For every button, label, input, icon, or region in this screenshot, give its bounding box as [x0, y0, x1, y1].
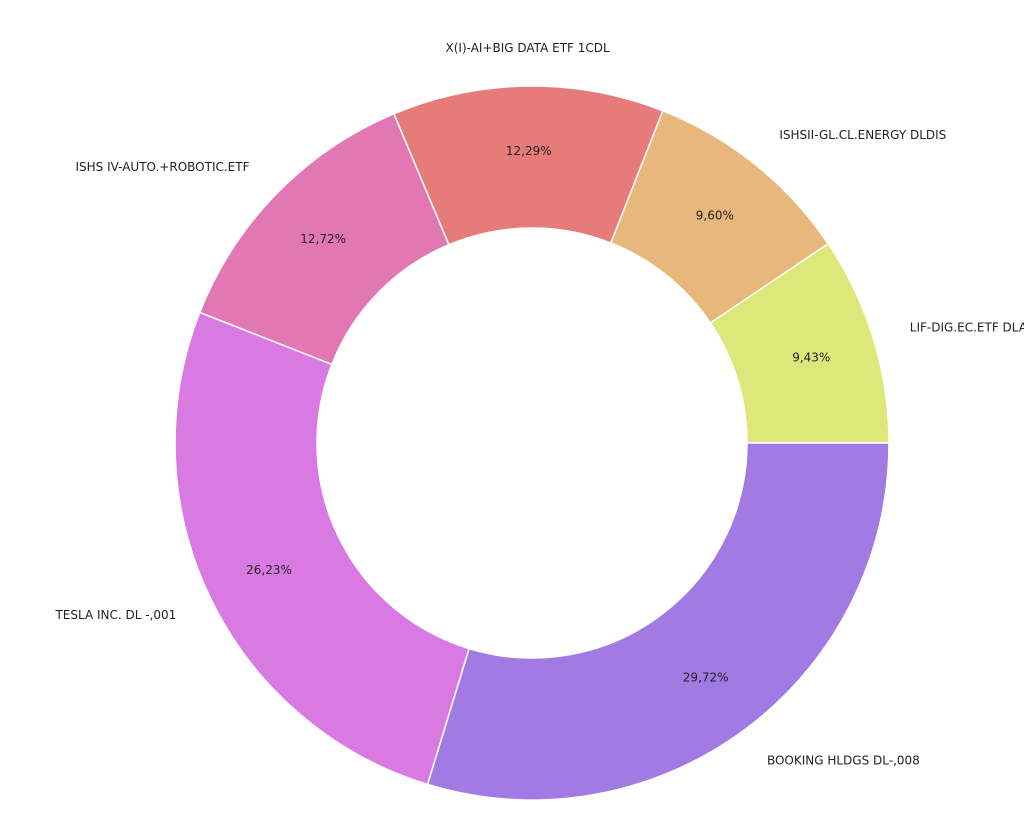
slice-tesla-inc-dl-001[interactable]	[174, 311, 471, 786]
slice-booking-hldgs-dl-008[interactable]	[426, 442, 890, 801]
percent-labels-layer: 9,43% 9,60% 12,29% 12,72% 26,23% 29,72%	[246, 144, 830, 685]
percent-label-ishsii-gl-cl-energy-dldis: 9,60%	[696, 208, 734, 222]
percent-label-lif-dig-ec-etf-dla: 9,43%	[792, 351, 830, 365]
percent-label-ishs-iv-auto-robotic-etf: 12,72%	[300, 232, 346, 246]
category-label-lif-dig-ec-etf-dla: LIF-DIG.EC.ETF DLA	[910, 321, 1024, 335]
percent-label-booking-hldgs-dl-008: 29,72%	[683, 671, 729, 685]
percent-label-x-i-ai-big-data-etf-1cdl: 12,29%	[506, 144, 552, 158]
category-label-booking-hldgs-dl-008: BOOKING HLDGS DL-,008	[767, 754, 920, 768]
category-label-ishsii-gl-cl-energy-dldis: ISHSII-GL.CL.ENERGY DLDIS	[779, 128, 946, 142]
category-label-ishs-iv-auto-robotic-etf: ISHS IV-AUTO.+ROBOTIC.ETF	[75, 160, 249, 174]
category-labels-layer: LIF-DIG.EC.ETF DLA ISHSII-GL.CL.ENERGY DL…	[54, 41, 1024, 768]
percent-label-tesla-inc-dl-001: 26,23%	[246, 563, 292, 577]
slices-layer	[174, 85, 890, 801]
category-label-tesla-inc-dl-001: TESLA INC. DL -,001	[54, 608, 176, 622]
category-label-x-i-ai-big-data-etf-1cdl: X(I)-AI+BIG DATA ETF 1CDL	[446, 41, 610, 55]
